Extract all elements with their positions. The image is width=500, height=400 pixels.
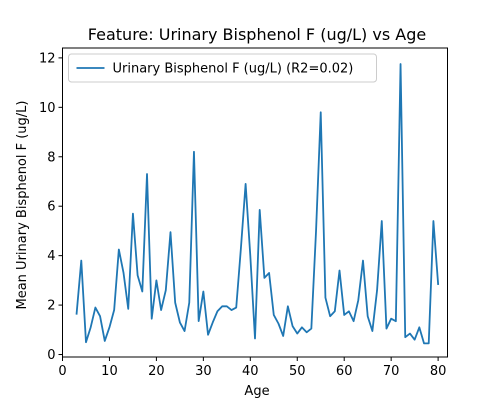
x-tick-label: 0 [58,364,66,379]
y-tick-label: 4 [47,249,55,264]
x-tick-label: 30 [195,364,212,379]
x-tick-label: 10 [101,364,118,379]
x-tick-label: 80 [430,364,447,379]
x-tick-label: 20 [148,364,165,379]
y-tick-label: 0 [47,348,55,363]
x-tick-label: 70 [383,364,400,379]
y-tick-label: 2 [47,299,55,314]
series-line-0 [75,63,440,345]
legend-box [68,53,377,83]
y-tick-label: 10 [39,101,56,116]
x-axis-label: Age [244,384,269,399]
legend-label: Urinary Bisphenol F (ug/L) (R2=0.02) [113,62,354,77]
x-tick-label: 60 [336,364,353,379]
y-axis-label: Mean Urinary Bisphenol F (ug/L) [15,101,30,310]
x-tick-label: 50 [289,364,306,379]
legend: Urinary Bisphenol F (ug/L) (R2=0.02) [68,53,377,83]
y-tick-label: 12 [39,51,56,66]
y-tick-label: 6 [47,200,55,215]
x-tick-label: 40 [242,364,259,379]
y-tick-label: 8 [47,150,55,165]
plot-frame [62,47,448,358]
chart-title: Feature: Urinary Bisphenol F (ug/L) vs A… [88,25,426,44]
plot-area: 0 10 20 30 40 50 60 70 80 0 2 4 6 8 10 12 [39,47,448,379]
